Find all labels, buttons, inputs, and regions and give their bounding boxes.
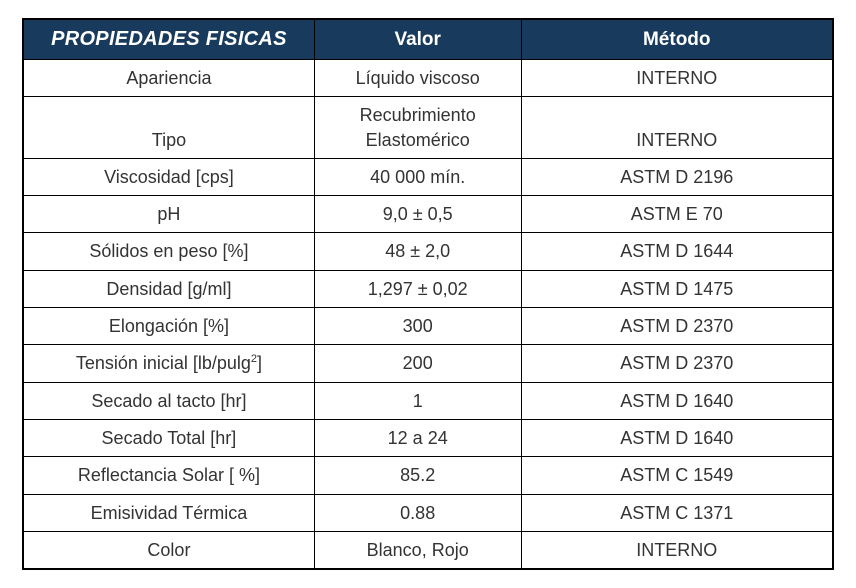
- cell-metodo: ASTM E 70: [521, 196, 833, 233]
- cell-propiedad: Tensión inicial [lb/pulg2]: [23, 345, 314, 382]
- cell-metodo: ASTM D 1475: [521, 270, 833, 307]
- cell-valor: 48 ± 2,0: [314, 233, 521, 270]
- cell-valor: 40 000 mín.: [314, 158, 521, 195]
- header-valor: Valor: [314, 19, 521, 60]
- cell-valor: Blanco, Rojo: [314, 531, 521, 569]
- table-row: Tensión inicial [lb/pulg2]200ASTM D 2370: [23, 345, 833, 382]
- cell-metodo: ASTM D 2196: [521, 158, 833, 195]
- cell-propiedad: Tipo: [23, 97, 314, 159]
- cell-valor: 12 a 24: [314, 419, 521, 456]
- table-row: Secado al tacto [hr]1ASTM D 1640: [23, 382, 833, 419]
- cell-valor: 0.88: [314, 494, 521, 531]
- cell-propiedad: Reflectancia Solar [ %]: [23, 457, 314, 494]
- table-row: Viscosidad [cps]40 000 mín.ASTM D 2196: [23, 158, 833, 195]
- cell-propiedad: Apariencia: [23, 60, 314, 97]
- header-metodo: Método: [521, 19, 833, 60]
- cell-metodo: ASTM D 2370: [521, 345, 833, 382]
- cell-propiedad: Viscosidad [cps]: [23, 158, 314, 195]
- cell-propiedad: Elongación [%]: [23, 308, 314, 345]
- cell-metodo: ASTM D 2370: [521, 308, 833, 345]
- cell-valor: RecubrimientoElastomérico: [314, 97, 521, 159]
- cell-valor: 1,297 ± 0,02: [314, 270, 521, 307]
- table-row: Secado Total [hr]12 a 24ASTM D 1640: [23, 419, 833, 456]
- cell-metodo: ASTM D 1640: [521, 382, 833, 419]
- table-row: AparienciaLíquido viscosoINTERNO: [23, 60, 833, 97]
- cell-metodo: ASTM D 1640: [521, 419, 833, 456]
- table-row: pH9,0 ± 0,5ASTM E 70: [23, 196, 833, 233]
- cell-valor: 300: [314, 308, 521, 345]
- cell-propiedad: pH: [23, 196, 314, 233]
- cell-propiedad: Sólidos en peso [%]: [23, 233, 314, 270]
- cell-metodo: INTERNO: [521, 60, 833, 97]
- physical-properties-table: PROPIEDADES FISICAS Valor Método Aparien…: [22, 18, 834, 570]
- table-body: AparienciaLíquido viscosoINTERNOTipoRecu…: [23, 60, 833, 570]
- cell-propiedad: Emisividad Térmica: [23, 494, 314, 531]
- cell-metodo: INTERNO: [521, 531, 833, 569]
- cell-metodo: ASTM C 1371: [521, 494, 833, 531]
- cell-metodo: INTERNO: [521, 97, 833, 159]
- table-row: Emisividad Térmica0.88ASTM C 1371: [23, 494, 833, 531]
- cell-valor: 85.2: [314, 457, 521, 494]
- table-row: ColorBlanco, RojoINTERNO: [23, 531, 833, 569]
- cell-propiedad: Secado Total [hr]: [23, 419, 314, 456]
- cell-valor: Líquido viscoso: [314, 60, 521, 97]
- cell-propiedad: Densidad [g/ml]: [23, 270, 314, 307]
- cell-propiedad: Secado al tacto [hr]: [23, 382, 314, 419]
- table-row: Densidad [g/ml]1,297 ± 0,02ASTM D 1475: [23, 270, 833, 307]
- table-row: TipoRecubrimientoElastoméricoINTERNO: [23, 97, 833, 159]
- cell-metodo: ASTM D 1644: [521, 233, 833, 270]
- cell-metodo: ASTM C 1549: [521, 457, 833, 494]
- cell-valor: 1: [314, 382, 521, 419]
- table-row: Sólidos en peso [%]48 ± 2,0ASTM D 1644: [23, 233, 833, 270]
- cell-valor: 200: [314, 345, 521, 382]
- table-row: Reflectancia Solar [ %]85.2ASTM C 1549: [23, 457, 833, 494]
- table-header-row: PROPIEDADES FISICAS Valor Método: [23, 19, 833, 60]
- cell-valor: 9,0 ± 0,5: [314, 196, 521, 233]
- header-propiedades: PROPIEDADES FISICAS: [23, 19, 314, 60]
- cell-propiedad: Color: [23, 531, 314, 569]
- table-row: Elongación [%]300ASTM D 2370: [23, 308, 833, 345]
